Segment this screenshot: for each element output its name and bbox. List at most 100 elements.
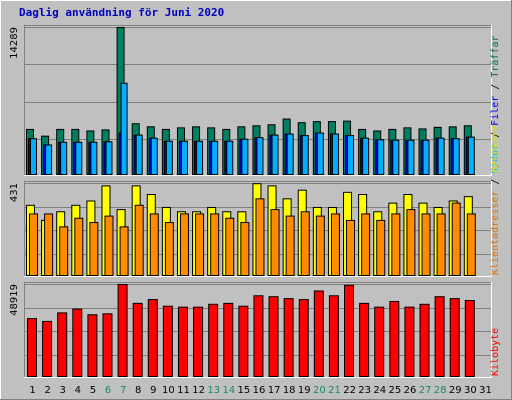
bar-kbytes-1-day-8 [132, 302, 143, 377]
bar-visits-2-day-12 [195, 213, 205, 276]
bar-visits-2-day-30 [466, 213, 476, 276]
x-tick-label: 3 [60, 385, 66, 396]
bar-kbytes-1-day-9 [147, 299, 158, 378]
bar-hits-3-day-14 [226, 140, 234, 175]
bar-kbytes-1-day-1 [27, 318, 37, 378]
x-tick-label: 8 [135, 385, 141, 396]
x-tick-label: 10 [162, 385, 175, 396]
bar-kbytes-1-day-23 [359, 302, 370, 377]
bar-hits-3-day-13 [211, 140, 219, 175]
x-tick-label: 9 [150, 385, 156, 396]
bar-visits-2-day-28 [436, 213, 446, 276]
bar-hits-3-day-26 [407, 139, 415, 176]
bar-kbytes-1-day-24 [374, 306, 385, 378]
bar-kbytes-1-day-30 [464, 300, 475, 377]
bar-hits-3-day-11 [180, 140, 188, 175]
x-tick-label: 31 [479, 385, 492, 396]
x-tick-label: 26 [404, 385, 417, 396]
bar-kbytes-1-day-28 [434, 296, 445, 378]
x-tick-label: 23 [358, 385, 371, 396]
bar-hits-3-day-21 [331, 133, 339, 176]
chart-title: Daglig användning för Juni 2020 [19, 6, 224, 19]
bar-visits-2-day-5 [89, 222, 99, 276]
y-max-label: 14289 [9, 27, 20, 59]
x-tick-label: 1 [29, 385, 35, 396]
x-axis: 1 2 3 4 5 6 7 8 9 10 11 12 13 14 15 16 17 18 19 20 21 22 23 24 2… [29, 385, 491, 396]
bar-hits-3-day-23 [362, 137, 370, 175]
bar-visits-2-day-4 [74, 217, 84, 277]
x-tick-label: 29 [449, 385, 462, 396]
bar-hits-3-day-24 [377, 139, 385, 175]
bar-hits-3-day-20 [316, 132, 324, 175]
legend-entry: Besökare [490, 124, 501, 172]
x-tick-label: 12 [192, 385, 205, 396]
legend-entry: / [490, 173, 501, 191]
bar-kbytes-1-day-17 [268, 296, 279, 378]
x-tick-label: 17 [268, 385, 281, 396]
bar-hits-3-day-28 [437, 137, 445, 175]
bar-hits-3-day-22 [347, 135, 355, 175]
x-tick-label: 2 [44, 385, 50, 396]
x-tick-label: 13 [207, 385, 220, 396]
x-tick-label: 4 [75, 385, 81, 396]
legend-entry: Sidor [490, 144, 501, 174]
x-tick-label: 18 [283, 385, 296, 396]
bar-visits-2-day-9 [149, 213, 159, 276]
bar-kbytes-1-day-16 [253, 295, 264, 377]
bar-hits-3-day-2 [45, 144, 53, 175]
bar-kbytes-1-day-11 [177, 306, 188, 378]
x-tick-label: 25 [389, 385, 402, 396]
legend-entry: Kilobyte [490, 328, 501, 376]
bar-hits-3-day-1 [30, 138, 37, 175]
bar-kbytes-1-day-27 [419, 303, 430, 378]
bar-visits-2-day-14 [225, 217, 235, 277]
bar-kbytes-1-day-13 [208, 303, 219, 378]
bar-hits-3-day-18 [286, 133, 294, 176]
x-tick-label: 21 [328, 385, 341, 396]
bar-kbytes-1-day-25 [389, 300, 400, 378]
bar-visits-2-day-7 [119, 226, 129, 276]
bar-kbytes-1-day-4 [72, 308, 83, 377]
x-tick-label: 15 [238, 385, 251, 396]
bar-visits-2-day-8 [134, 204, 144, 276]
legend-entry: / [490, 126, 501, 144]
x-tick-label: 27 [419, 385, 432, 396]
bar-hits-3-day-6 [105, 141, 113, 175]
x-tick-label: 6 [105, 385, 111, 396]
legend-entry: / [490, 78, 501, 96]
x-tick-label: 20 [313, 385, 326, 396]
bar-kbytes-1-day-22 [344, 284, 355, 378]
x-tick-label: 22 [343, 385, 356, 396]
bar-hits-3-day-3 [60, 141, 68, 175]
x-tick-label: 16 [253, 385, 266, 396]
x-tick-label: 7 [120, 385, 126, 396]
bar-hits-3-day-12 [196, 140, 204, 175]
bar-hits-3-day-25 [392, 139, 400, 176]
bar-hits-3-day-27 [422, 139, 430, 176]
bar-kbytes-1-day-15 [238, 305, 249, 377]
bar-visits-2-day-15 [240, 222, 250, 276]
bar-kbytes-1-day-26 [404, 306, 415, 378]
y-max-label: 431 [9, 183, 20, 202]
bar-hits-3-day-5 [90, 141, 98, 175]
x-tick-label: 5 [90, 385, 96, 396]
x-tick-label: 14 [222, 385, 235, 396]
bar-visits-2-day-21 [330, 213, 340, 276]
bar-kbytes-1-day-2 [42, 320, 53, 378]
bar-kbytes-1-day-19 [298, 299, 309, 378]
bar-visits-2-day-10 [164, 222, 174, 276]
bar-visits-2-day-26 [406, 209, 416, 277]
bar-visits-2-day-23 [361, 213, 371, 276]
legend-entry: Klientadresser [490, 191, 501, 275]
panel-kbytes: 48919 Kilobyte [9, 282, 501, 378]
panel-legend: Kilobyte [490, 328, 501, 376]
bar-kbytes-1-day-21 [328, 295, 339, 377]
bar-kbytes-1-day-14 [223, 302, 234, 377]
bar-kbytes-1-day-7 [117, 284, 128, 377]
bar-visits-2-day-25 [391, 213, 401, 276]
bar-hits-3-day-9 [150, 137, 158, 175]
panel-hits: 14289 Sidor / Filer / Träffar [9, 25, 501, 176]
panel-visits: 431 Klientadresser / Besökare [9, 124, 501, 277]
y-max-label: 48919 [9, 284, 20, 316]
